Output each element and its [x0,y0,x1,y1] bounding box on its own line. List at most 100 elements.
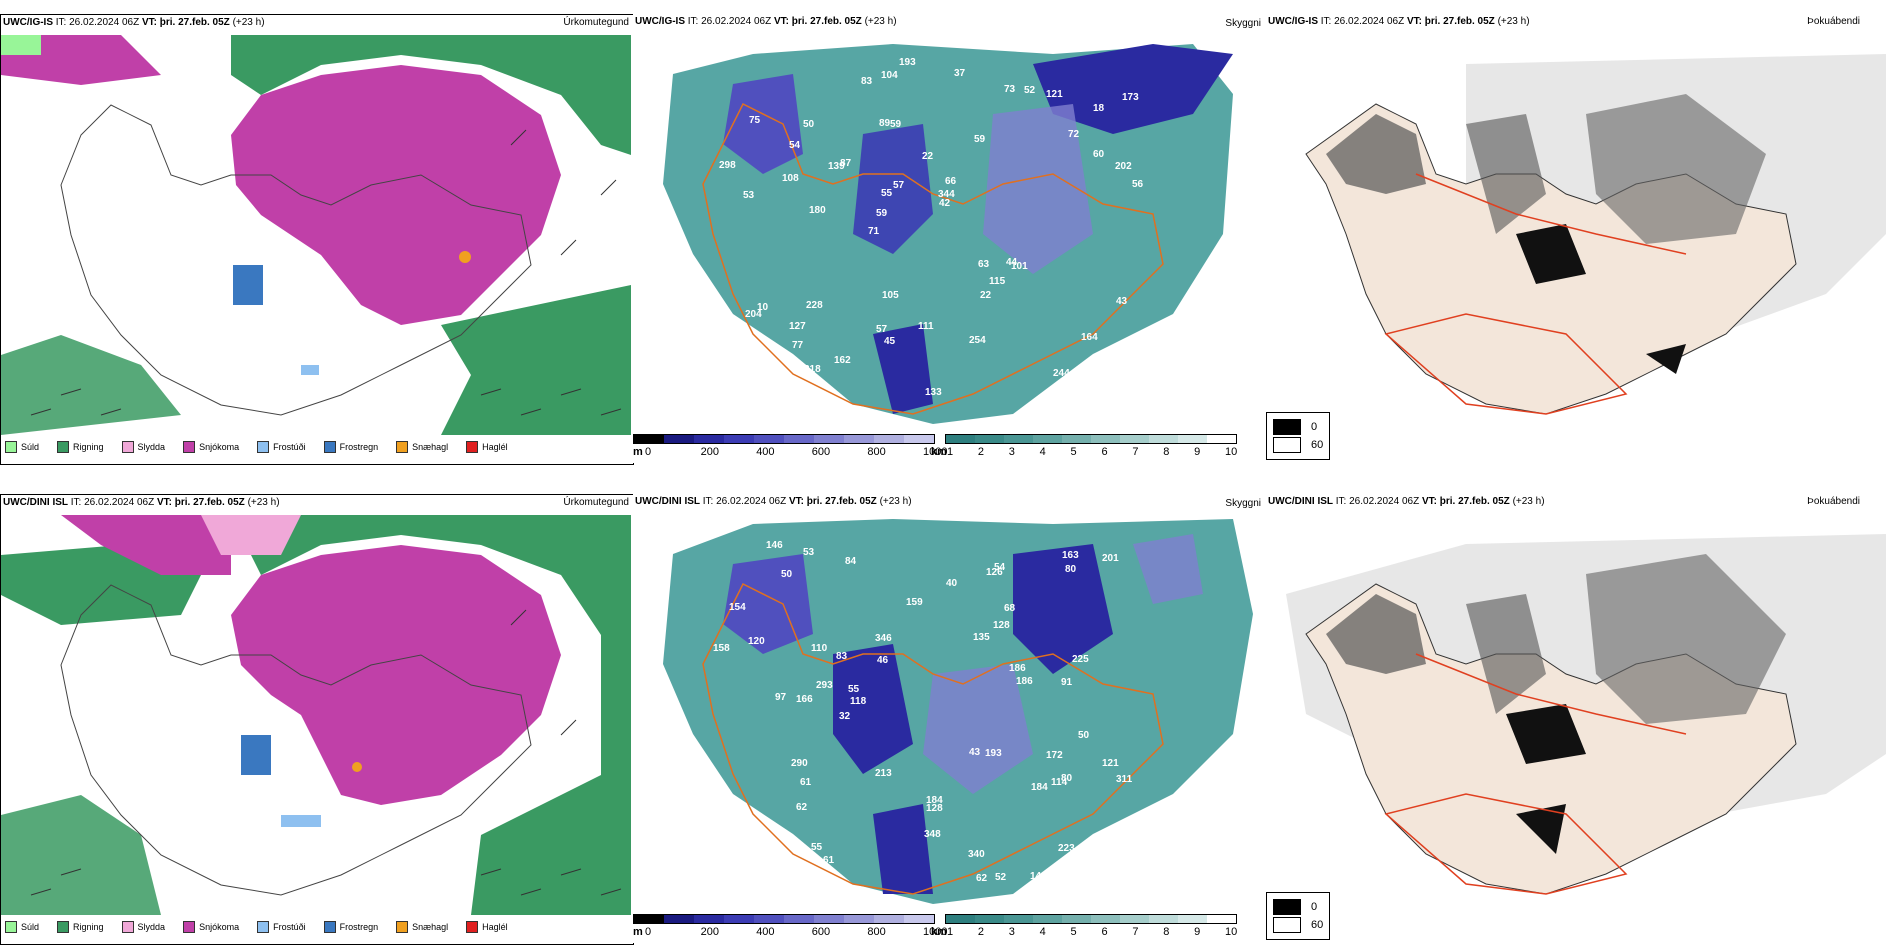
meter-unit: m [633,926,643,938]
legend-swatch [396,441,409,453]
visibility-value: 115 [989,276,1006,287]
visibility-value: 298 [719,160,736,171]
model-name: UWC/IG-IS [635,16,685,27]
vt-value: þri. 27.feb. 05Z [1424,16,1495,27]
visibility-value: 346 [875,633,892,644]
colorbar-segment [724,435,754,443]
visibility-value: 72 [1068,129,1080,140]
scale-tick-label: 5 [1070,446,1077,458]
scale-tick-label: 1 [947,926,954,938]
visibility-value: 18 [1093,103,1105,114]
visibility-value: 53 [743,190,755,201]
legend-label: Rigning [73,442,104,452]
legend-swatch [57,921,70,933]
it-value: 26.02.2024 06Z [1334,16,1405,27]
lead-time: (+23 h) [879,496,912,507]
panel-title: Þokuábendi [1807,16,1860,27]
cloud-legend-row: 60 [1273,917,1323,933]
visibility-value: 54 [789,140,801,151]
scale-tick-label: 0 [645,926,652,938]
legend-label: Frostregn [339,922,379,932]
model-name: UWC/IG-IS [1268,16,1318,27]
visibility-value: 80 [1065,564,1077,575]
legend-item-freezing-rain: Frostregn [323,441,378,453]
panel-header: UWC/DINI ISL IT: 26.02.2024 06Z VT: þri.… [3,497,280,508]
legend-swatch [121,441,134,453]
cloud-legend-row: 0 [1273,419,1323,435]
legend-item-freezing-drizzle: Frostúði [257,921,306,933]
visibility-value: 54 [994,562,1006,573]
scale-tick-label: 10 [1225,926,1238,938]
cloud-legend-row: 0 [1273,899,1323,915]
legend-label: Frostúði [273,922,306,932]
scale-tick-label: 1000 [923,446,948,458]
visibility-value: 254 [969,335,986,346]
legend-swatch [1273,419,1301,435]
visibility-value: 52 [995,872,1007,883]
scale-tick-label: 9 [1194,446,1201,458]
panel-header: UWC/DINI ISL IT: 26.02.2024 06Z VT: þri.… [1268,496,1545,507]
km-colorbar [945,434,1237,444]
visibility-scale: m 0 200 400 600 800 1000 km 1 2 3 4 5 6 7 8 9 10 [633,434,1237,462]
visibility-value: 159 [906,597,923,608]
visibility-value: 108 [782,173,799,184]
visibility-value: 186 [1016,676,1033,687]
visibility-value: 75 [749,115,761,126]
legend-swatch [323,921,336,933]
legend-item-freezing-rain: Frostregn [323,921,379,933]
scale-tick-label: 5 [1070,926,1077,938]
legend-label: Rigning [73,922,104,932]
visibility-value: 202 [1115,161,1132,172]
colorbar-segment [844,435,874,443]
visibility-value: 71 [868,226,880,237]
vt-label: VT: [141,17,157,28]
model-name: UWC/IG-IS [3,17,53,28]
vt-value: þri. 27.feb. 05Z [791,16,862,27]
colorbar-segment [1120,915,1149,923]
visibility-value: 97 [775,692,787,703]
precip-legend: Súld Rigning Slydda Snjókoma Frostúði Fr… [1,921,520,933]
visibility-value: 10 [757,302,769,313]
scale-tick-label: 7 [1132,446,1139,458]
visibility-value: 50 [803,119,815,130]
visibility-value: 37 [954,68,966,79]
legend-label: 0 [1311,421,1318,433]
colorbar-segment [844,915,874,923]
legend-label: Haglél [482,442,508,452]
panel-title: Skyggni [1225,18,1261,29]
colorbar-segment [664,915,694,923]
visibility-value: 59 [890,119,902,130]
scale-tick-label: 3 [1008,926,1015,938]
legend-label: Frostúði [273,442,306,452]
scale-tick-label: 400 [756,926,775,938]
panel-title: Skyggni [1225,498,1261,509]
visibility-value: 90 [764,374,776,385]
visibility-value: 22 [980,290,992,301]
scale-tick-label: 6 [1101,446,1108,458]
visibility-value: 293 [816,680,833,691]
panel-header: UWC/IG-IS IT: 26.02.2024 06Z VT: þri. 27… [635,16,897,27]
vt-label: VT: [156,497,172,508]
visibility-value: 43 [1116,296,1128,307]
visibility-value: 135 [973,632,990,643]
visibility-value: 164 [1081,332,1098,343]
visibility-value: 104 [881,70,898,81]
meter-unit: m [633,446,643,458]
legend-label: Súld [21,442,40,452]
colorbar-segment [1062,435,1091,443]
vt-value: þri. 27.feb. 05Z [174,497,245,508]
colorbar-segment [1033,435,1062,443]
visibility-value: 213 [875,768,892,779]
colorbar-segment [1004,435,1033,443]
lead-time: (+23 h) [247,497,280,508]
legend-label: Slydda [137,442,166,452]
km-scale: km 1 2 3 4 5 6 7 8 9 10 [931,914,1238,942]
legend-swatch [183,441,196,453]
cloud-map [1286,534,1886,895]
visibility-labels: 121 140 128 149 184 83 84 68 62 91 193 80 158 186 61 50… [713,540,1133,884]
panel-header: UWC/DINI ISL IT: 26.02.2024 06Z VT: þri.… [635,496,912,507]
legend-item-drizzle: Súld [5,921,39,933]
visibility-value: 154 [729,602,746,613]
precip-type-panel-row2: UWC/DINI ISL IT: 26.02.2024 06Z VT: þri.… [0,494,634,945]
scale-tick-label: 1000 [923,926,948,938]
